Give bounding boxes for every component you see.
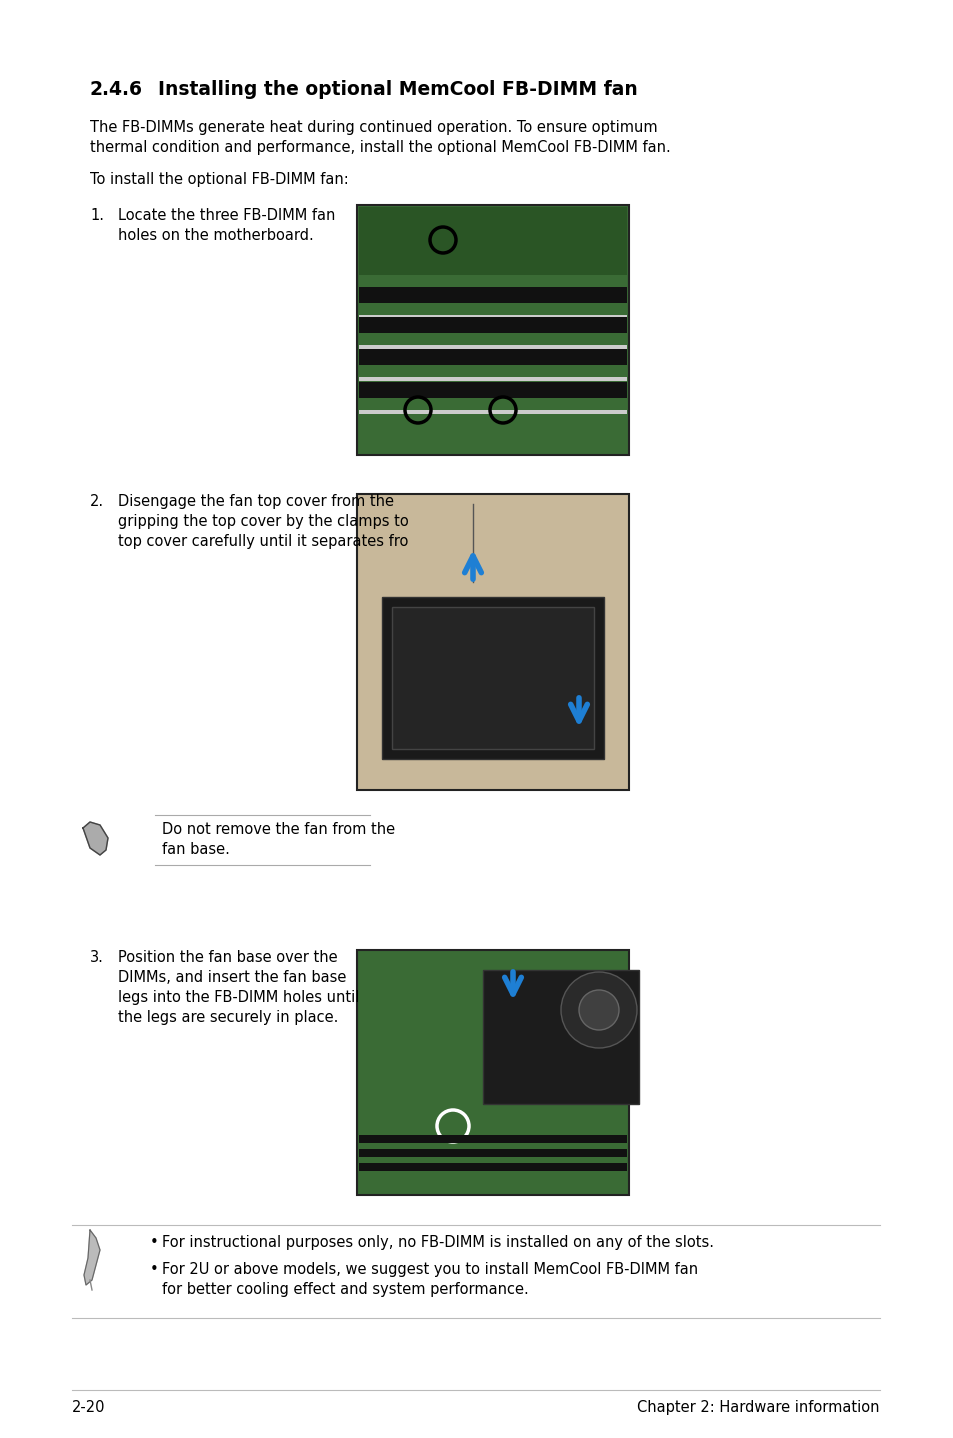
- Text: 1.: 1.: [90, 209, 104, 223]
- Bar: [358, 1149, 626, 1158]
- Text: DIMMs, and insert the fan base: DIMMs, and insert the fan base: [118, 971, 346, 985]
- Bar: [358, 207, 626, 275]
- Text: holes on the motherboard.: holes on the motherboard.: [118, 229, 314, 243]
- Bar: [482, 971, 639, 1104]
- Bar: [358, 1135, 626, 1143]
- Bar: [358, 316, 626, 334]
- Text: For 2U or above models, we suggest you to install MemCool FB-DIMM fan: For 2U or above models, we suggest you t…: [162, 1263, 698, 1277]
- Text: for better cooling effect and system performance.: for better cooling effect and system per…: [162, 1283, 528, 1297]
- Bar: [358, 315, 626, 319]
- Bar: [358, 345, 626, 349]
- Circle shape: [578, 989, 618, 1030]
- Text: legs into the FB-DIMM holes until: legs into the FB-DIMM holes until: [118, 989, 359, 1005]
- Text: the legs are securely in place.: the legs are securely in place.: [118, 1009, 338, 1025]
- Text: Locate the three FB-DIMM fan: Locate the three FB-DIMM fan: [118, 209, 335, 223]
- Text: •: •: [150, 1263, 158, 1277]
- Bar: [358, 383, 626, 398]
- Text: Chapter 2: Hardware information: Chapter 2: Hardware information: [637, 1401, 879, 1415]
- Bar: [358, 349, 626, 365]
- Text: Position the fan base over the: Position the fan base over the: [118, 951, 337, 965]
- Bar: [356, 206, 628, 454]
- Bar: [358, 288, 626, 303]
- Text: To install the optional FB-DIMM fan:: To install the optional FB-DIMM fan:: [90, 173, 349, 187]
- Bar: [392, 607, 594, 749]
- Text: 2.: 2.: [90, 495, 104, 509]
- Bar: [356, 951, 628, 1195]
- Polygon shape: [84, 1229, 100, 1286]
- Text: Disengage the fan top cover from the: Disengage the fan top cover from the: [118, 495, 394, 509]
- Text: •: •: [150, 1235, 158, 1250]
- Text: 2.4.6: 2.4.6: [90, 81, 143, 99]
- Bar: [358, 377, 626, 381]
- Polygon shape: [83, 823, 108, 856]
- Text: thermal condition and performance, install the optional MemCool FB-DIMM fan.: thermal condition and performance, insta…: [90, 139, 670, 155]
- Text: 2-20: 2-20: [71, 1401, 106, 1415]
- Bar: [356, 495, 628, 789]
- Text: Installing the optional MemCool FB-DIMM fan: Installing the optional MemCool FB-DIMM …: [158, 81, 638, 99]
- Bar: [381, 597, 603, 759]
- Text: top cover carefully until it separates fro: top cover carefully until it separates f…: [118, 533, 408, 549]
- Text: fan base.: fan base.: [162, 843, 230, 857]
- Bar: [358, 1163, 626, 1171]
- Text: gripping the top cover by the clamps to: gripping the top cover by the clamps to: [118, 513, 408, 529]
- Text: Do not remove the fan from the: Do not remove the fan from the: [162, 823, 395, 837]
- Bar: [358, 410, 626, 414]
- Text: The FB-DIMMs generate heat during continued operation. To ensure optimum: The FB-DIMMs generate heat during contin…: [90, 119, 657, 135]
- Circle shape: [560, 972, 637, 1048]
- Text: For instructional purposes only, no FB-DIMM is installed on any of the slots.: For instructional purposes only, no FB-D…: [162, 1235, 713, 1250]
- Text: 3.: 3.: [90, 951, 104, 965]
